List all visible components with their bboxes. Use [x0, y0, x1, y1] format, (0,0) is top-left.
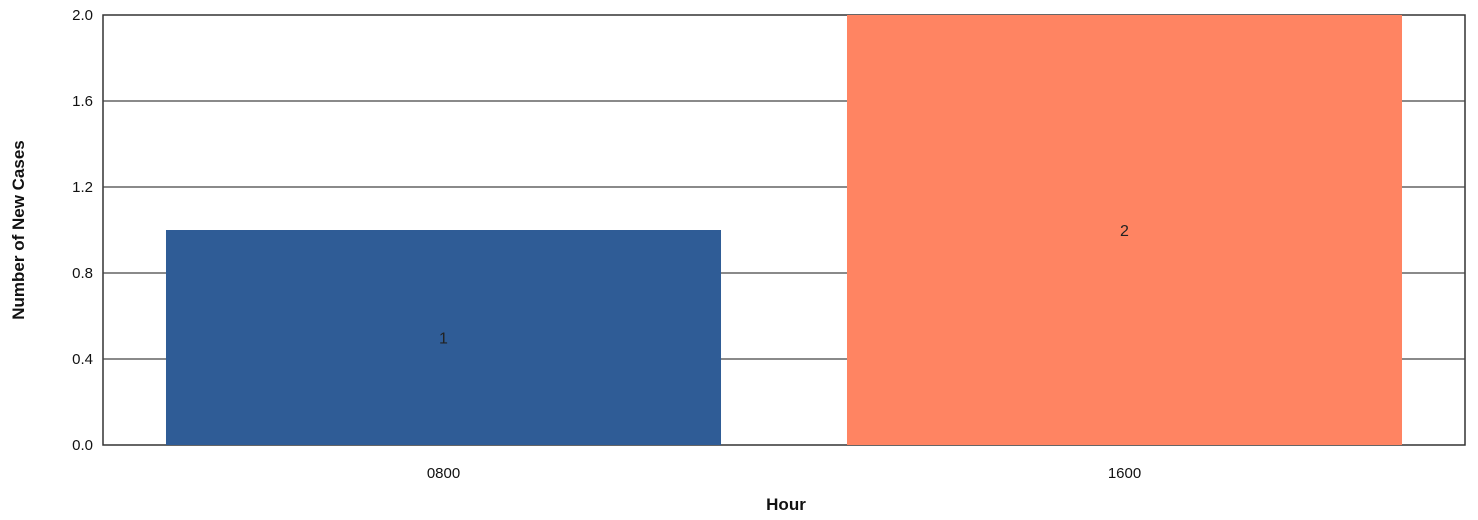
bars: 12: [165, 15, 1403, 445]
y-tick-label: 1.6: [72, 93, 93, 110]
y-tick-label: 0.8: [72, 265, 93, 282]
y-axis-ticks: 0.0 0.4 0.8 1.2 1.6 2.0: [72, 7, 93, 454]
x-tick-label: 0800: [427, 465, 460, 482]
x-axis-ticks: 0800 1600: [427, 465, 1141, 482]
bar-1600: [846, 15, 1403, 445]
y-axis-title: Number of New Cases: [9, 140, 28, 320]
bar-data-label: 1: [439, 331, 448, 348]
bar-data-label: 2: [1120, 223, 1129, 240]
bar-0800: [165, 230, 722, 445]
y-tick-label: 0.0: [72, 437, 93, 454]
y-tick-label: 1.2: [72, 179, 93, 196]
x-tick-label: 1600: [1108, 465, 1141, 482]
y-tick-label: 0.4: [72, 351, 93, 368]
y-tick-label: 2.0: [72, 7, 93, 24]
x-axis-title: Hour: [766, 495, 806, 514]
